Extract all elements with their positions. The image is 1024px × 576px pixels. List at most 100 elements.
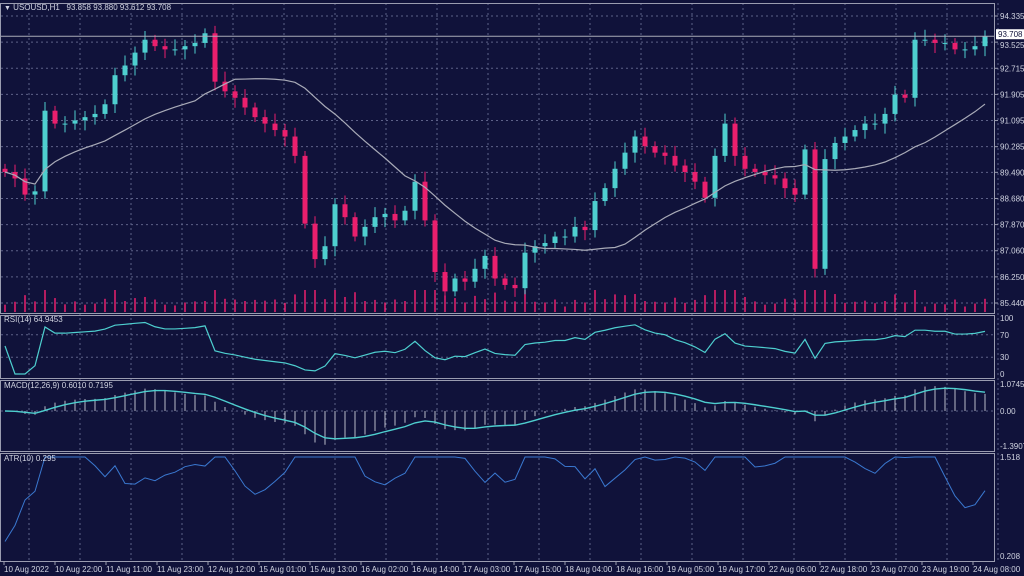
candle bbox=[592, 192, 598, 238]
candle-body bbox=[482, 255, 488, 269]
candle bbox=[22, 168, 28, 201]
candle bbox=[122, 55, 128, 82]
candle-body bbox=[112, 75, 118, 105]
time-axis-label: 17 Aug 03:00 bbox=[463, 565, 511, 574]
candle-body bbox=[952, 42, 958, 50]
candle-body bbox=[22, 178, 28, 195]
candle-body bbox=[752, 168, 758, 173]
candle-body bbox=[322, 246, 328, 260]
candle bbox=[782, 172, 788, 199]
candle bbox=[462, 271, 468, 291]
rsi-tick-label: 30 bbox=[1000, 353, 1009, 362]
candle bbox=[902, 89, 908, 103]
pane-border-main bbox=[0, 3, 995, 314]
candle bbox=[802, 144, 808, 200]
candle-body bbox=[442, 272, 448, 292]
candle-body bbox=[142, 39, 148, 53]
candle-body bbox=[632, 136, 638, 153]
candle bbox=[792, 179, 798, 203]
price-tick-label: 89.490 bbox=[1000, 168, 1024, 177]
candle-body bbox=[272, 123, 278, 131]
candle-body bbox=[842, 136, 848, 143]
candle bbox=[52, 105, 58, 129]
price-tick-label: 88.680 bbox=[1000, 194, 1024, 203]
candle-body bbox=[762, 172, 768, 176]
rsi-header: RSI(14) 64.9453 bbox=[4, 315, 63, 324]
candle bbox=[542, 234, 548, 254]
price-tick-label: 92.715 bbox=[1000, 64, 1024, 73]
candle-body bbox=[792, 188, 798, 195]
candle bbox=[282, 123, 288, 147]
candle bbox=[392, 205, 398, 228]
atr-line bbox=[4, 456, 986, 542]
candle-body bbox=[612, 168, 618, 189]
candle-body bbox=[252, 107, 258, 118]
candle bbox=[2, 163, 8, 177]
candle-body bbox=[512, 284, 518, 289]
candle-body bbox=[302, 155, 308, 224]
candle-body bbox=[532, 246, 538, 253]
candle bbox=[292, 127, 298, 164]
candle bbox=[712, 148, 718, 207]
candle-body bbox=[342, 204, 348, 218]
candle bbox=[362, 219, 368, 246]
candle-body bbox=[502, 278, 508, 285]
candle bbox=[832, 136, 838, 170]
candle-body bbox=[972, 46, 978, 50]
atr-header: ATR(10) 0.295 bbox=[4, 454, 56, 463]
rsi-line bbox=[4, 321, 986, 375]
candle bbox=[762, 164, 768, 184]
dropdown-triangle-icon[interactable]: ▼ bbox=[4, 5, 11, 12]
candle bbox=[112, 67, 118, 113]
candle bbox=[862, 116, 868, 139]
candle bbox=[212, 25, 218, 91]
candle bbox=[982, 30, 988, 57]
candle bbox=[432, 214, 438, 283]
candle-body bbox=[402, 210, 408, 221]
candle-body bbox=[732, 123, 738, 156]
candle bbox=[202, 28, 208, 48]
candle bbox=[572, 216, 578, 243]
candle-body bbox=[872, 123, 878, 125]
candle-body bbox=[82, 117, 88, 121]
candle bbox=[612, 161, 618, 197]
candle bbox=[812, 141, 818, 278]
candle-body bbox=[392, 213, 398, 221]
candle bbox=[252, 102, 258, 122]
candle-body bbox=[722, 123, 728, 156]
price-tick-label: 85.440 bbox=[1000, 299, 1024, 308]
candle bbox=[602, 183, 608, 206]
price-tick-label: 94.335 bbox=[1000, 12, 1024, 21]
candle bbox=[692, 163, 698, 190]
candle bbox=[272, 113, 278, 137]
candle-body bbox=[422, 181, 428, 221]
candle bbox=[82, 111, 88, 131]
candle-body bbox=[572, 226, 578, 237]
candle-body bbox=[592, 201, 598, 231]
candle bbox=[162, 38, 168, 59]
candle-body bbox=[602, 188, 608, 202]
candle-body bbox=[742, 155, 748, 169]
time-axis-label: 24 Aug 08:00 bbox=[973, 565, 1021, 574]
candle bbox=[682, 159, 688, 183]
candle-body bbox=[152, 39, 158, 47]
candle-body bbox=[92, 113, 98, 118]
candle bbox=[342, 195, 348, 225]
current-price-label: 93.708 bbox=[998, 30, 1023, 39]
candle bbox=[42, 101, 48, 199]
candle bbox=[242, 89, 248, 115]
candle-body bbox=[802, 149, 808, 195]
candle-body bbox=[552, 236, 558, 243]
time-axis-label: 10 Aug 22:00 bbox=[55, 565, 103, 574]
candle-body bbox=[582, 226, 588, 231]
candle-body bbox=[692, 172, 698, 182]
time-axis-label: 11 Aug 23:00 bbox=[157, 565, 204, 574]
candle-body bbox=[642, 136, 648, 147]
candle-body bbox=[162, 46, 168, 50]
candle bbox=[422, 171, 428, 227]
candle-body bbox=[412, 181, 418, 211]
candle-body bbox=[852, 130, 858, 137]
pane-border-rsi bbox=[0, 315, 995, 379]
